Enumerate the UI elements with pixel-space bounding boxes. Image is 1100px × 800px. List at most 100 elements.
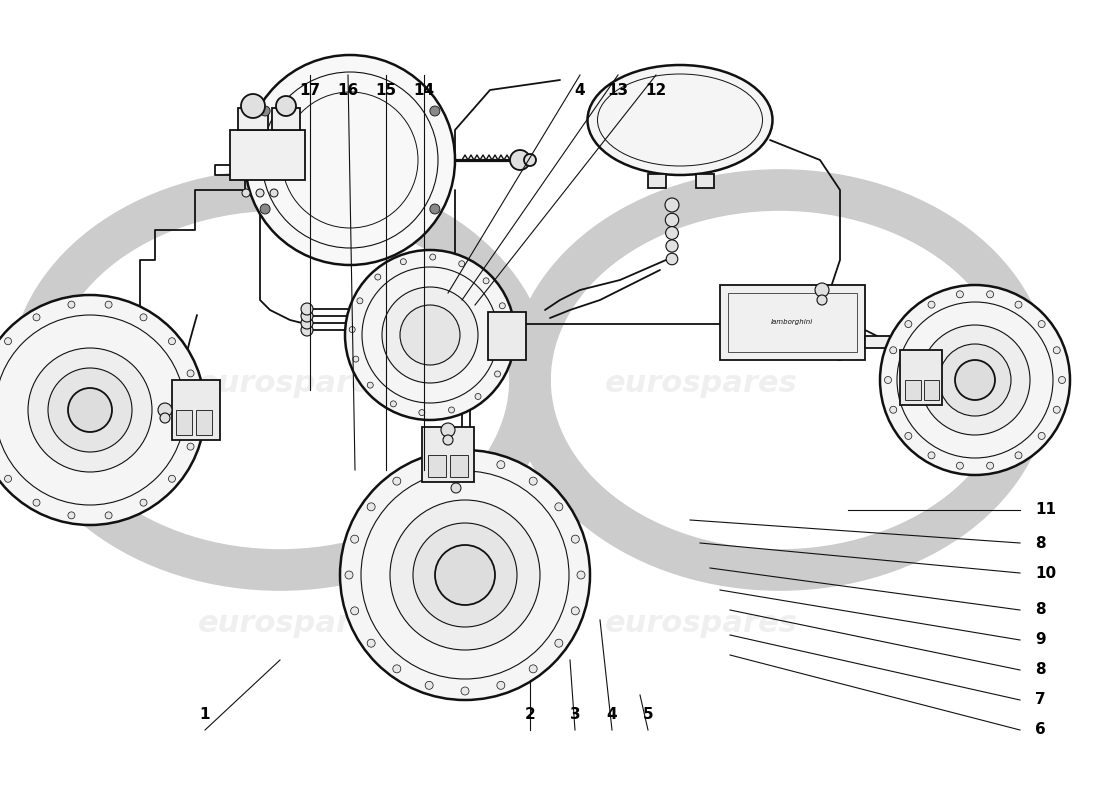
Circle shape [367,639,375,647]
Circle shape [571,535,580,543]
Circle shape [393,665,400,673]
Bar [720,285,865,360]
Circle shape [449,407,454,413]
Circle shape [529,665,537,673]
Circle shape [367,503,375,511]
Circle shape [554,639,563,647]
Bar [900,350,942,405]
Circle shape [430,254,436,260]
Circle shape [920,325,1030,435]
Circle shape [4,475,11,482]
Circle shape [459,261,464,266]
Circle shape [928,301,935,308]
Circle shape [505,332,512,338]
Circle shape [301,303,314,315]
Circle shape [260,204,271,214]
Text: 6: 6 [1035,722,1046,738]
Text: eurospares: eurospares [198,610,390,638]
Circle shape [890,346,896,354]
Circle shape [68,388,112,432]
Circle shape [571,607,580,615]
Circle shape [1015,301,1022,308]
Circle shape [168,475,176,482]
Circle shape [187,443,194,450]
Text: 3: 3 [570,707,581,722]
Circle shape [1054,346,1060,354]
Circle shape [276,96,296,116]
Circle shape [33,499,40,506]
Circle shape [393,477,400,485]
Text: eurospares: eurospares [605,370,797,398]
Circle shape [345,571,353,579]
Bar [176,410,192,435]
Text: lamborghini: lamborghini [771,319,813,325]
Circle shape [160,413,170,423]
Circle shape [890,406,896,414]
Circle shape [461,687,469,695]
Circle shape [905,321,912,327]
Circle shape [340,450,590,700]
Circle shape [495,371,500,377]
Bar [422,427,474,482]
Circle shape [499,302,505,309]
Circle shape [426,461,433,469]
Circle shape [666,198,679,212]
Circle shape [301,317,314,329]
Circle shape [956,462,964,469]
Text: eurospares: eurospares [198,370,390,398]
Bar [272,108,300,130]
Text: 16: 16 [338,83,359,98]
Text: eurospares: eurospares [605,610,797,638]
Circle shape [241,94,265,118]
Bar [488,312,526,360]
Circle shape [390,401,396,407]
Circle shape [158,403,172,417]
Ellipse shape [587,65,772,175]
Circle shape [510,150,530,170]
Circle shape [48,368,132,452]
Text: 4: 4 [607,707,617,722]
Circle shape [443,435,453,445]
Circle shape [106,512,112,519]
Bar [172,380,220,440]
Circle shape [140,314,147,321]
Circle shape [382,287,478,383]
Circle shape [345,250,515,420]
Bar [450,455,468,477]
Circle shape [375,274,381,280]
Circle shape [390,500,540,650]
Circle shape [356,298,363,304]
Circle shape [168,338,176,345]
Bar [696,174,714,188]
Text: 12: 12 [646,83,667,98]
Bar [905,380,921,400]
Text: 9: 9 [1035,633,1046,647]
Circle shape [33,314,40,321]
Circle shape [351,535,359,543]
Circle shape [666,240,678,252]
Circle shape [1038,321,1045,327]
Bar [728,293,857,352]
Circle shape [106,301,112,308]
Circle shape [1015,452,1022,459]
Circle shape [475,394,481,399]
Circle shape [666,214,679,226]
Circle shape [419,410,425,415]
Bar [648,174,666,188]
Bar [196,410,212,435]
Text: 10: 10 [1035,566,1056,581]
Circle shape [956,291,964,298]
Bar [924,380,939,400]
Text: 8: 8 [1035,535,1046,550]
Circle shape [667,253,678,265]
Circle shape [451,483,461,493]
Circle shape [905,433,912,439]
Circle shape [434,545,495,605]
Circle shape [815,283,829,297]
Text: 8: 8 [1035,602,1046,618]
Circle shape [349,326,355,333]
Bar [428,455,446,477]
Circle shape [441,423,455,437]
Circle shape [497,682,505,690]
Circle shape [270,189,278,197]
